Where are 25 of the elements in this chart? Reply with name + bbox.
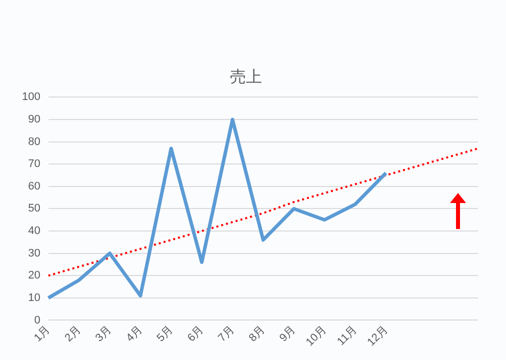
x-tick-label: 2月 [62, 324, 84, 344]
x-tick-label: 5月 [154, 324, 176, 344]
y-tick-label: 30 [28, 247, 40, 260]
y-tick-label: 20 [28, 270, 40, 282]
y-tick-label: 80 [28, 136, 40, 148]
y-tick-label: 40 [28, 225, 40, 238]
x-tick-label: 11月 [335, 324, 360, 348]
y-tick-label: 60 [28, 180, 40, 192]
y-tick-label: 100 [22, 91, 40, 104]
x-tick-label: 4月 [124, 324, 145, 344]
x-tick-label: 12月 [365, 324, 390, 349]
y-tick-label: 50 [28, 202, 40, 215]
line-series [47, 148, 479, 277]
x-tick-label: 8月 [246, 324, 268, 344]
x-tick-label: 7月 [216, 324, 237, 344]
y-tick-label: 10 [28, 292, 40, 304]
y-tick-label: 70 [28, 158, 40, 170]
x-tick-label: 3月 [93, 324, 114, 344]
x-tick-label: 1月 [32, 324, 53, 344]
chart-title: 売上 [230, 66, 262, 86]
x-tick-label: 9月 [278, 324, 298, 344]
x-tick-label: 10月 [304, 324, 329, 349]
y-tick-label: 90 [28, 114, 40, 126]
y-tick-label: 0 [34, 314, 40, 326]
x-tick-label: 6月 [185, 324, 206, 344]
